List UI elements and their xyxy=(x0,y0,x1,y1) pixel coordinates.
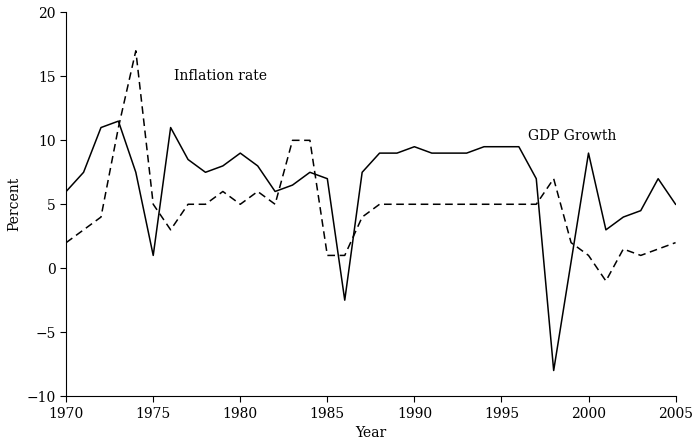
X-axis label: Year: Year xyxy=(355,426,386,440)
Y-axis label: Percent: Percent xyxy=(7,177,21,232)
Text: Inflation rate: Inflation rate xyxy=(174,69,267,83)
Text: GDP Growth: GDP Growth xyxy=(528,129,616,143)
